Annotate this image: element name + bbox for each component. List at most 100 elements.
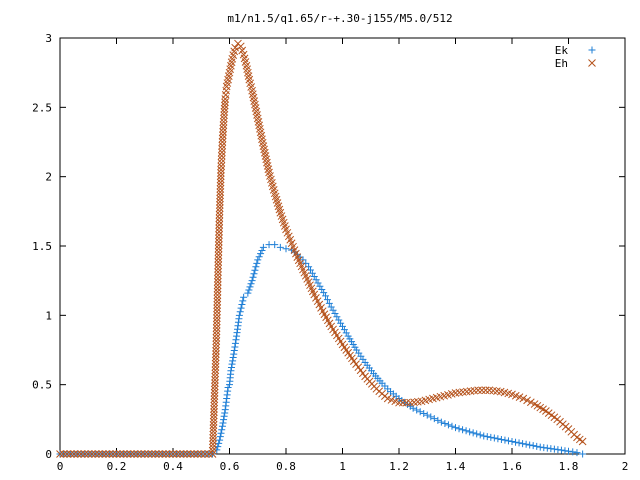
data-point — [473, 430, 481, 438]
data-point — [318, 285, 326, 293]
data-point — [569, 448, 577, 456]
data-point — [210, 408, 218, 416]
data-point — [217, 152, 226, 160]
data-point — [276, 243, 284, 251]
data-point — [209, 414, 218, 423]
data-point — [515, 439, 523, 447]
data-point — [215, 234, 223, 243]
data-point — [504, 437, 512, 445]
data-point — [216, 436, 224, 444]
data-point — [214, 268, 222, 276]
x-tick-label: 0.8 — [276, 460, 296, 473]
series-layer — [56, 39, 587, 458]
data-point — [519, 394, 528, 403]
data-point — [236, 42, 245, 51]
data-point — [248, 277, 256, 285]
data-point — [476, 431, 484, 439]
x-tick-label: 0 — [57, 460, 64, 473]
data-point — [94, 450, 103, 458]
data-point — [314, 279, 322, 287]
data-point — [244, 289, 252, 297]
data-point — [579, 450, 587, 458]
data-point — [63, 450, 71, 458]
data-point — [215, 224, 224, 233]
data-point — [212, 317, 221, 326]
x-axis: 0 0.2 0.4 0.6 0.8 1 1.2 1.4 1.6 1.8 2 — [57, 38, 629, 473]
data-point — [212, 343, 220, 352]
data-point — [211, 366, 220, 375]
data-point — [487, 433, 495, 441]
data-point — [105, 450, 114, 458]
data-point — [320, 289, 328, 297]
data-point — [220, 111, 228, 120]
data-point — [193, 450, 202, 458]
data-point — [220, 104, 229, 113]
data-point — [212, 337, 221, 346]
data-point — [434, 416, 442, 424]
data-point — [212, 334, 221, 342]
data-point — [478, 386, 486, 395]
data-point — [213, 281, 222, 290]
data-point — [255, 253, 263, 261]
data-point — [210, 382, 219, 391]
data-point — [123, 450, 131, 458]
data-point — [212, 340, 221, 349]
data-point — [213, 314, 221, 322]
data-point — [452, 424, 459, 432]
data-point — [219, 114, 228, 123]
data-point — [218, 134, 227, 143]
data-point — [444, 421, 452, 429]
data-point — [211, 353, 220, 362]
data-point — [216, 172, 225, 180]
data-point — [119, 450, 128, 458]
data-point — [259, 243, 267, 251]
data-point — [144, 450, 153, 458]
data-point — [213, 284, 222, 293]
data-point — [98, 450, 107, 458]
data-point — [420, 409, 428, 417]
data-point — [497, 435, 505, 443]
y-axis: 0 0.5 1 1.5 2 2.5 3 — [32, 32, 625, 461]
data-point — [215, 201, 224, 209]
data-point — [216, 178, 225, 187]
data-point — [455, 425, 463, 433]
data-point — [216, 175, 225, 184]
data-point — [217, 429, 225, 437]
x-tick-label: 2 — [622, 460, 629, 473]
data-point — [217, 155, 226, 164]
data-point — [554, 446, 562, 454]
data-point — [213, 278, 222, 286]
data-point — [216, 433, 224, 441]
data-point — [217, 162, 226, 171]
data-point — [247, 280, 255, 288]
data-point — [236, 308, 244, 316]
data-point — [133, 450, 142, 458]
data-point — [213, 297, 222, 306]
data-point — [459, 426, 467, 434]
data-point — [251, 266, 259, 274]
data-point — [220, 108, 229, 116]
data-point — [342, 329, 350, 337]
data-point — [395, 398, 403, 407]
data-point — [211, 369, 220, 378]
data-point — [423, 411, 431, 419]
legend-label: Ek — [555, 44, 569, 57]
data-point — [91, 450, 100, 458]
data-point — [212, 324, 221, 332]
data-point — [210, 395, 219, 404]
data-point — [211, 363, 220, 371]
data-point — [333, 313, 341, 321]
data-point — [235, 311, 243, 319]
data-point — [543, 444, 551, 452]
data-point — [490, 434, 498, 442]
data-point — [147, 450, 156, 458]
data-point — [219, 121, 228, 130]
data-point — [448, 422, 456, 430]
data-point — [214, 244, 223, 253]
data-point — [211, 356, 220, 365]
data-point — [526, 441, 534, 449]
data-point — [214, 261, 223, 270]
data-point — [210, 398, 219, 407]
data-point — [331, 309, 339, 317]
data-point — [219, 124, 228, 133]
